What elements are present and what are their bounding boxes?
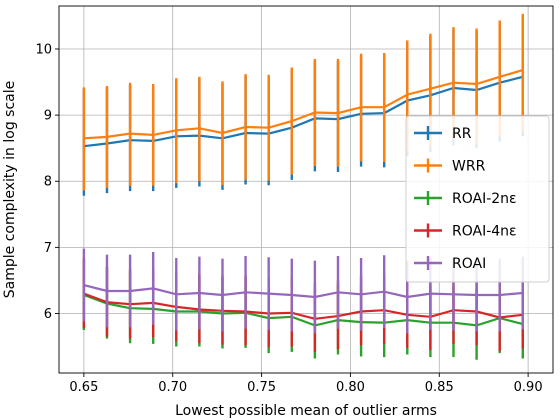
x-tick-label: 0.70 [158, 380, 187, 395]
legend-item: ROAI-2nε [414, 191, 517, 207]
legend-label: ROAI [452, 256, 486, 272]
data-point [452, 293, 455, 296]
data-point [313, 111, 316, 114]
data-point [221, 293, 224, 297]
legend-item: ROAI-4nε [414, 223, 517, 240]
data-point [359, 293, 363, 296]
data-point [429, 87, 432, 90]
legend-label: ROAI-2nε [452, 191, 517, 207]
x-tick-label: 0.80 [336, 380, 365, 395]
data-point [336, 291, 340, 294]
data-point [244, 291, 247, 294]
legend-label: ROAI-4nε [452, 224, 517, 240]
y-tick-label: 6 [44, 307, 52, 322]
data-point [406, 93, 409, 96]
y-tick-label: 8 [44, 175, 52, 190]
data-point [336, 112, 340, 115]
x-tick-label: 0.75 [247, 380, 276, 395]
data-point [359, 106, 363, 109]
data-point [475, 293, 478, 297]
ticks: 0.65 0.70 0.75 0.80 0.85 0.90 6 7 8 9 10 [35, 42, 542, 395]
legend-label: RR [452, 126, 472, 142]
data-point [82, 137, 85, 140]
y-tick-label: 10 [35, 42, 52, 57]
x-tick-label: 0.65 [69, 380, 98, 395]
y-tick-label: 7 [44, 241, 52, 256]
series-line [83, 69, 524, 140]
legend-box [405, 115, 550, 283]
plot-frame [58, 5, 554, 374]
data-point [128, 132, 132, 135]
data-point [267, 126, 270, 129]
x-tick-label: 0.90 [514, 380, 543, 395]
series-line [83, 293, 524, 327]
data-point [498, 75, 501, 78]
series-line [83, 284, 523, 299]
data-point [429, 292, 432, 295]
data-point [244, 125, 247, 129]
data-point [452, 81, 455, 84]
y-tick-label: 9 [44, 109, 52, 124]
data-point [498, 293, 501, 297]
legend-label: WRR [452, 159, 486, 175]
data-point [105, 135, 109, 139]
y-axis-label: Sample complexity in log scale [2, 81, 18, 298]
data-point [198, 127, 201, 130]
data-point [521, 69, 524, 72]
data-point [475, 82, 478, 86]
data-point [521, 291, 524, 295]
data-point [105, 289, 109, 293]
legend: RR WRR ROAI-2nε ROAI-4nε ROAI [405, 115, 550, 283]
x-tick-label: 0.85 [425, 380, 454, 395]
data-point [221, 131, 224, 135]
series-line [83, 75, 524, 148]
data-point [267, 292, 270, 295]
data-point [383, 106, 386, 109]
data-point [82, 283, 85, 287]
series-line [83, 292, 523, 320]
data-point [406, 295, 409, 299]
x-axis-label: Lowest possible mean of outlier arms [175, 403, 437, 419]
data-point [128, 289, 132, 293]
data-point [175, 293, 178, 296]
legend-item: WRR [414, 158, 486, 175]
data-point [313, 295, 316, 299]
data-point [198, 291, 201, 295]
data-point [152, 287, 155, 290]
legend-item: RR [414, 126, 472, 142]
data-point [152, 133, 155, 137]
data-point [290, 119, 293, 123]
data-point [175, 129, 178, 132]
data-point [383, 290, 386, 293]
data-point [290, 293, 293, 297]
legend-item: ROAI [414, 256, 486, 272]
